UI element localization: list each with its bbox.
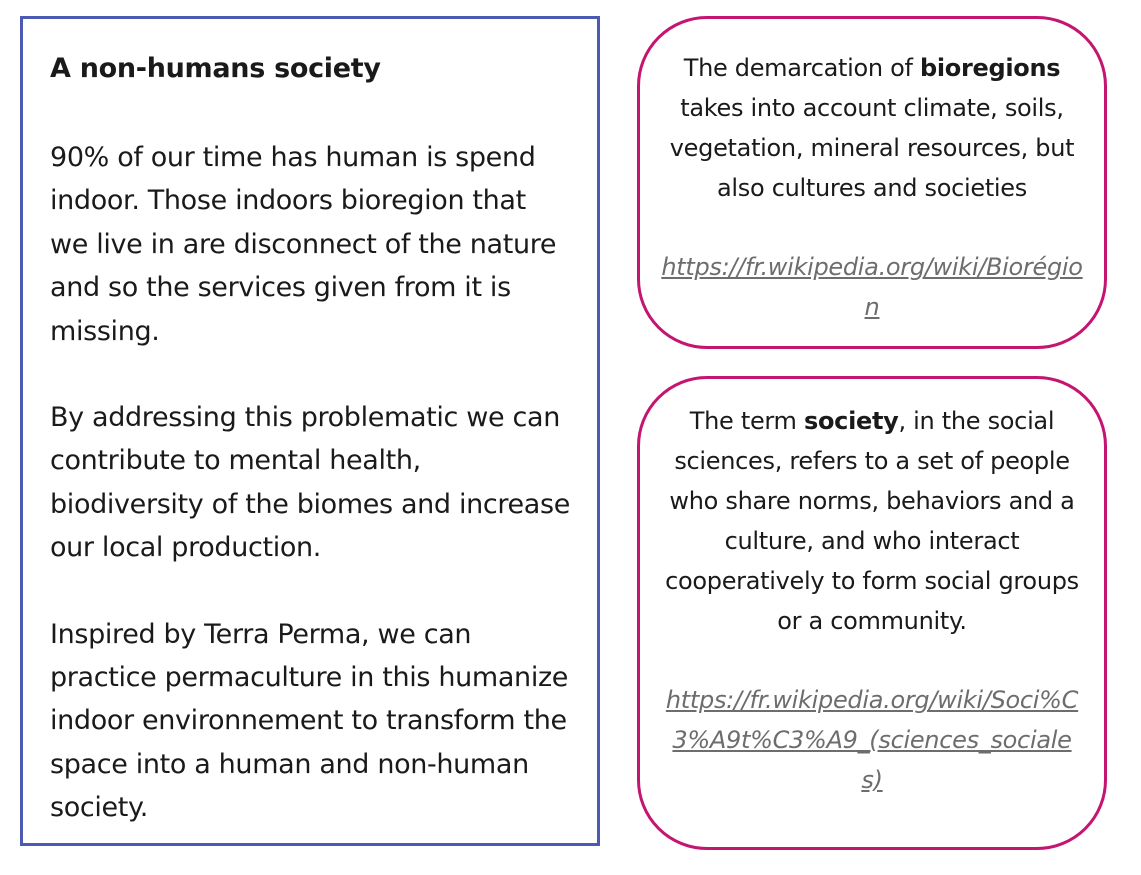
bioregion-note-box: The demarcation of bioregions takes into…	[637, 16, 1107, 349]
paragraph-benefits: By addressing this problematic we can co…	[50, 402, 570, 564]
bioregion-term: bioregions	[919, 54, 1061, 82]
bioregion-wikipedia-link[interactable]: https://fr.wikipedia.org/wiki/Biorégion	[661, 253, 1083, 321]
bioregion-definition-start: The demarcation of	[683, 54, 920, 82]
society-wikipedia-link[interactable]: https://fr.wikipedia.org/wiki/Soci%C3%A9…	[665, 686, 1079, 794]
society-definition-end: , in the social sciences, refers to a se…	[665, 407, 1079, 635]
bioregion-definition-end: takes into account climate, soils, veget…	[669, 94, 1075, 202]
society-definition: The term society, in the social sciences…	[664, 401, 1080, 641]
paragraph-indoor: 90% of our time has human is spend indoo…	[50, 142, 557, 347]
society-note-box: The term society, in the social sciences…	[637, 376, 1107, 850]
main-title: A non-humans society	[50, 53, 381, 84]
paragraph-inspiration: Inspired by Terra Perma, we can practice…	[50, 618, 569, 824]
society-definition-start: The term	[689, 407, 804, 435]
society-term: society	[803, 407, 899, 435]
bioregion-definition: The demarcation of bioregions takes into…	[654, 48, 1090, 208]
main-text-box: A non-humans society 90% of our time has…	[20, 16, 600, 846]
